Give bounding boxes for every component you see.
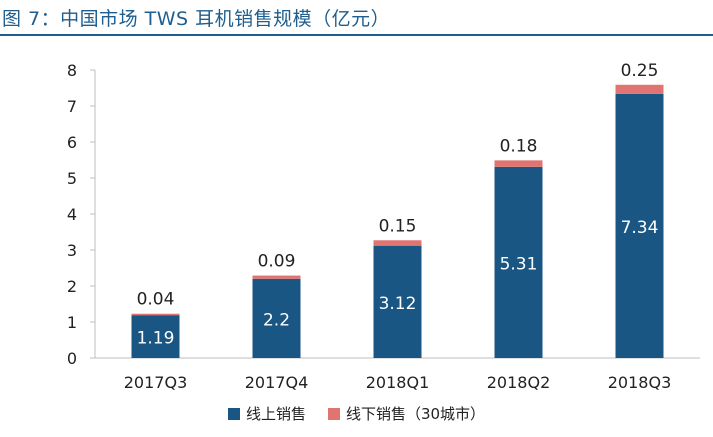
- x-tick-label: 2018Q1: [366, 373, 430, 392]
- legend-label-offline: 线下销售（30城市）: [345, 405, 486, 423]
- y-tick-label: 1: [67, 313, 77, 332]
- legend-item-online: 线上销售: [227, 403, 306, 424]
- x-tick-label: 2018Q3: [608, 373, 672, 392]
- y-tick-label: 7: [67, 97, 77, 116]
- y-tick-label: 5: [67, 169, 77, 188]
- data-label-online: 2.2: [263, 310, 290, 330]
- y-tick-label: 3: [67, 241, 77, 260]
- legend: 线上销售 线下销售（30城市）: [0, 403, 713, 424]
- bar-offline-sales: [494, 160, 543, 167]
- data-label-offline: 0.25: [621, 61, 659, 81]
- x-tick-label: 2018Q2: [487, 373, 551, 392]
- bar-online-sales: [131, 315, 180, 358]
- data-label-online: 5.31: [500, 254, 538, 274]
- data-label-offline: 0.15: [379, 216, 417, 236]
- x-tick-label: 2017Q4: [245, 373, 309, 392]
- bar-chart: 0 1 2 3 4 5 6 7 8 1.19 0.04 2017Q3 2.2 0.09 2017Q4 3.12…: [67, 61, 700, 392]
- data-label-online: 7.34: [621, 218, 659, 238]
- chart-title: 图 7：中国市场 TWS 耳机销售规模（亿元）: [2, 8, 391, 30]
- legend-item-offline: 线下销售（30城市）: [327, 403, 486, 424]
- bar-offline-sales: [373, 240, 422, 246]
- bar-online-sales: [615, 93, 664, 358]
- data-label-offline: 0.04: [137, 290, 175, 310]
- data-label-online: 1.19: [137, 329, 175, 349]
- y-tick-label: 6: [67, 133, 77, 152]
- legend-label-online: 线上销售: [245, 405, 306, 423]
- data-label-online: 3.12: [379, 294, 417, 314]
- data-label-offline: 0.09: [258, 252, 296, 272]
- data-label-offline: 0.18: [500, 136, 538, 156]
- y-tick-label: 0: [67, 349, 77, 368]
- bar-online-sales: [494, 166, 543, 358]
- bar-offline-sales: [615, 84, 664, 94]
- title-underline: [0, 34, 713, 36]
- legend-swatch-online: [227, 407, 240, 420]
- bar-online-sales: [252, 278, 301, 358]
- bar-offline-sales: [131, 313, 180, 316]
- y-tick-label: 4: [67, 205, 77, 224]
- y-tick-label: 8: [67, 61, 77, 80]
- legend-swatch-offline: [327, 407, 340, 420]
- y-tick-label: 2: [67, 277, 77, 296]
- x-tick-label: 2017Q3: [124, 373, 188, 392]
- bar-offline-sales: [252, 275, 301, 279]
- bar-online-sales: [373, 245, 422, 358]
